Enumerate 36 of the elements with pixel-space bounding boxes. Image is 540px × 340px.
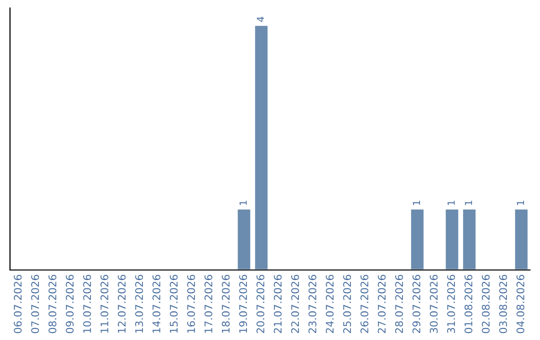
- x-tick-label: 14.07.2026: [152, 274, 160, 333]
- data-label: 4: [256, 16, 264, 22]
- data-label: 1: [448, 200, 455, 205]
- x-tick-label: 01.08.2026: [464, 274, 472, 334]
- x-tick-label: 09.07.2026: [66, 274, 74, 334]
- x-tick-label: 28.07.2026: [395, 274, 404, 334]
- x-tick-label: 08.07.2026: [48, 274, 56, 334]
- data-label: 1: [516, 200, 524, 205]
- x-tick-label: 26.07.2026: [360, 274, 368, 334]
- x-tick-label: 27.07.2026: [378, 274, 386, 334]
- x-tick-label: 31.07.2026: [447, 274, 456, 334]
- x-tick-label: 23.07.2026: [308, 274, 316, 334]
- x-tick-label: 12.07.2026: [118, 274, 126, 333]
- x-tick-label: 15.07.2026: [170, 274, 178, 333]
- x-tick-label: 03.08.2026: [499, 274, 508, 334]
- x-tick-label: 25.07.2026: [343, 274, 352, 334]
- x-tick-label: 18.07.2026: [222, 274, 230, 333]
- x-tick-label: 02.08.2026: [482, 274, 490, 334]
- x-tick-label: 13.07.2026: [135, 274, 144, 333]
- x-tick-label: 17.07.2026: [204, 274, 212, 333]
- x-tick-label: 19.07.2026: [239, 274, 248, 333]
- x-tick-label: 06.07.2026: [14, 274, 22, 334]
- x-tick-label: 21.07.2026: [274, 274, 282, 334]
- x-tick-label: 04.08.2026: [516, 274, 524, 334]
- x-tick-label: 11.07.2026: [100, 274, 108, 333]
- data-label: 1: [464, 200, 472, 205]
- x-tick-label: 10.07.2026: [83, 274, 92, 333]
- x-tick-label: 16.07.2026: [187, 274, 196, 333]
- x-tick-label: 24.07.2026: [326, 274, 334, 334]
- x-tick-label: 07.07.2026: [31, 274, 40, 334]
- data-label: 1: [240, 200, 247, 205]
- data-label: 1: [412, 200, 420, 205]
- x-tick-label: 30.07.2026: [430, 274, 438, 334]
- x-tick-label: 29.07.2026: [412, 274, 420, 334]
- x-tick-label: 22.07.2026: [291, 274, 300, 334]
- x-tick-label: 20.07.2026: [256, 274, 264, 334]
